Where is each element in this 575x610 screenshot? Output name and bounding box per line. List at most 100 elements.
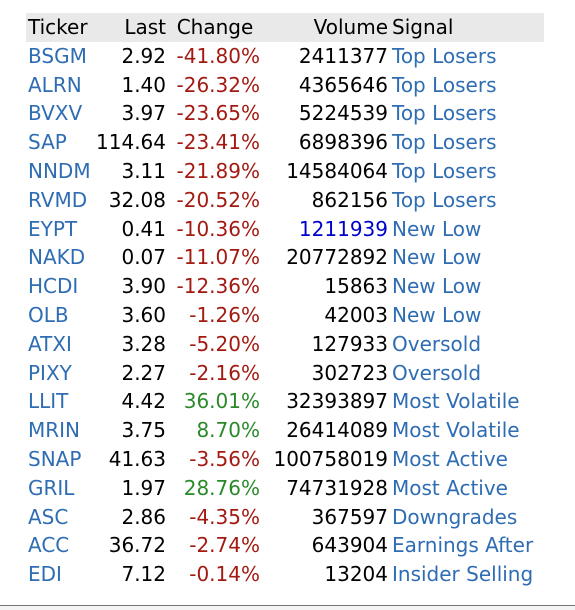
change-percent: -10.36% [176,216,260,241]
change-percent: -4.35% [189,504,260,529]
volume-value: 74731928 [286,475,388,500]
signal-link[interactable]: Most Active [392,446,508,471]
ticker-link[interactable]: GRIL [28,475,75,500]
ticker-link[interactable]: ACC [28,533,70,558]
table-row[interactable]: RVMD 32.08 -20.52% 862156 Top Losers [26,185,544,215]
ticker-link[interactable]: EDI [28,562,62,587]
header-signal[interactable]: Signal [390,13,544,42]
table-row[interactable]: EDI 7.12 -0.14% 13204 Insider Selling [26,560,544,589]
table-row[interactable]: HCDI 3.90 -12.36% 15863 New Low [26,272,544,301]
volume-value: 862156 [311,187,388,212]
ticker-link[interactable]: BSGM [28,43,87,68]
last-price: 3.97 [121,101,166,126]
signal-link[interactable]: Oversold [392,331,482,356]
signal-link[interactable]: Top Losers [392,158,497,183]
header-volume[interactable]: Volume [262,13,390,42]
volume-value: 42003 [324,302,388,327]
volume-value[interactable]: 1211939 [298,216,388,241]
change-percent: -41.80% [176,43,260,68]
table-row[interactable]: LLIT 4.42 36.01% 32393897 Most Volatile [26,387,544,417]
ticker-link[interactable]: NNDM [28,158,91,183]
signal-link[interactable]: Top Losers [392,187,497,212]
volume-value: 367597 [311,504,388,529]
last-price: 32.08 [108,187,166,212]
ticker-link[interactable]: MRIN [28,418,81,443]
table-row[interactable]: GRIL 1.97 28.76% 74731928 Most Active [26,473,544,503]
ticker-link[interactable]: LLIT [28,389,69,414]
table-row[interactable]: OLB 3.60 -1.26% 42003 New Low [26,300,544,330]
volume-value: 15863 [324,274,388,299]
last-price: 1.40 [121,72,166,97]
signal-link[interactable]: New Low [392,274,482,299]
signal-link[interactable]: Most Active [392,475,508,500]
last-price: 2.27 [121,360,166,385]
header-change[interactable]: Change [168,13,262,42]
last-price: 114.64 [96,130,166,155]
signal-link[interactable]: Earnings After [392,533,534,558]
last-price: 2.92 [121,43,166,68]
table-row[interactable]: NNDM 3.11 -21.89% 14584064 Top Losers [26,156,544,186]
table-row[interactable]: SNAP 41.63 -3.56% 100758019 Most Active [26,444,544,474]
signal-link[interactable]: Top Losers [392,43,497,68]
volume-value: 13204 [324,562,388,587]
ticker-link[interactable]: ASC [28,504,69,529]
signal-link[interactable]: Oversold [392,360,482,385]
ticker-link[interactable]: RVMD [28,187,88,212]
ticker-link[interactable]: ATXI [28,331,72,356]
ticker-link[interactable]: BVXV [28,101,83,126]
table-row[interactable]: ACC 36.72 -2.74% 643904 Earnings After [26,531,544,561]
change-percent: 28.76% [183,475,260,500]
header-row: Ticker Last Change Volume Signal [26,13,544,42]
ticker-link[interactable]: ALRN [28,72,82,97]
volume-value: 6898396 [298,130,388,155]
ticker-link[interactable]: OLB [28,302,69,327]
change-percent: -2.74% [189,533,260,558]
table-row[interactable]: ALRN 1.40 -26.32% 4365646 Top Losers [26,70,544,100]
table-row[interactable]: BSGM 2.92 -41.80% 2411377 Top Losers [26,41,544,71]
change-percent: 36.01% [183,389,260,414]
volume-value: 302723 [311,360,388,385]
table-row[interactable]: SAP 114.64 -23.41% 6898396 Top Losers [26,128,544,157]
volume-value: 2411377 [298,43,388,68]
volume-value: 14584064 [286,158,388,183]
change-percent: -21.89% [176,158,260,183]
table-row[interactable]: NAKD 0.07 -11.07% 20772892 New Low [26,243,544,273]
last-price: 7.12 [121,562,166,587]
ticker-link[interactable]: EYPT [28,216,78,241]
last-price: 2.86 [121,504,166,529]
signal-link[interactable]: Top Losers [392,101,497,126]
signal-link[interactable]: Most Volatile [392,389,520,414]
signal-link[interactable]: Downgrades [392,504,518,529]
signal-link[interactable]: Most Volatile [392,418,520,443]
change-percent: -0.14% [189,562,260,587]
table-row[interactable]: BVXV 3.97 -23.65% 5224539 Top Losers [26,99,544,129]
change-percent: -1.26% [189,302,260,327]
ticker-link[interactable]: HCDI [28,274,79,299]
volume-value: 26414089 [286,418,388,443]
signal-link[interactable]: New Low [392,245,482,270]
volume-value: 100758019 [273,446,388,471]
bottom-divider [0,605,575,610]
change-percent: -5.20% [189,331,260,356]
table-row[interactable]: ASC 2.86 -4.35% 367597 Downgrades [26,502,544,532]
volume-value: 20772892 [286,245,388,270]
header-last[interactable]: Last [94,13,168,42]
table-row[interactable]: ATXI 3.28 -5.20% 127933 Oversold [26,329,544,359]
ticker-link[interactable]: PIXY [28,360,72,385]
ticker-link[interactable]: SAP [28,130,67,155]
volume-value: 4365646 [298,72,388,97]
change-percent: -20.52% [176,187,260,212]
change-percent: -12.36% [176,274,260,299]
table-row[interactable]: PIXY 2.27 -2.16% 302723 Oversold [26,358,544,388]
ticker-link[interactable]: SNAP [28,446,82,471]
signal-link[interactable]: New Low [392,216,482,241]
header-ticker[interactable]: Ticker [26,13,94,42]
signal-link[interactable]: Top Losers [392,130,497,155]
ticker-link[interactable]: NAKD [28,245,86,270]
signal-link[interactable]: Top Losers [392,72,497,97]
signal-link[interactable]: Insider Selling [392,562,534,587]
signal-link[interactable]: New Low [392,302,482,327]
table-row[interactable]: EYPT 0.41 -10.36% 1211939 New Low [26,214,544,244]
table-row[interactable]: MRIN 3.75 8.70% 26414089 Most Volatile [26,416,544,445]
